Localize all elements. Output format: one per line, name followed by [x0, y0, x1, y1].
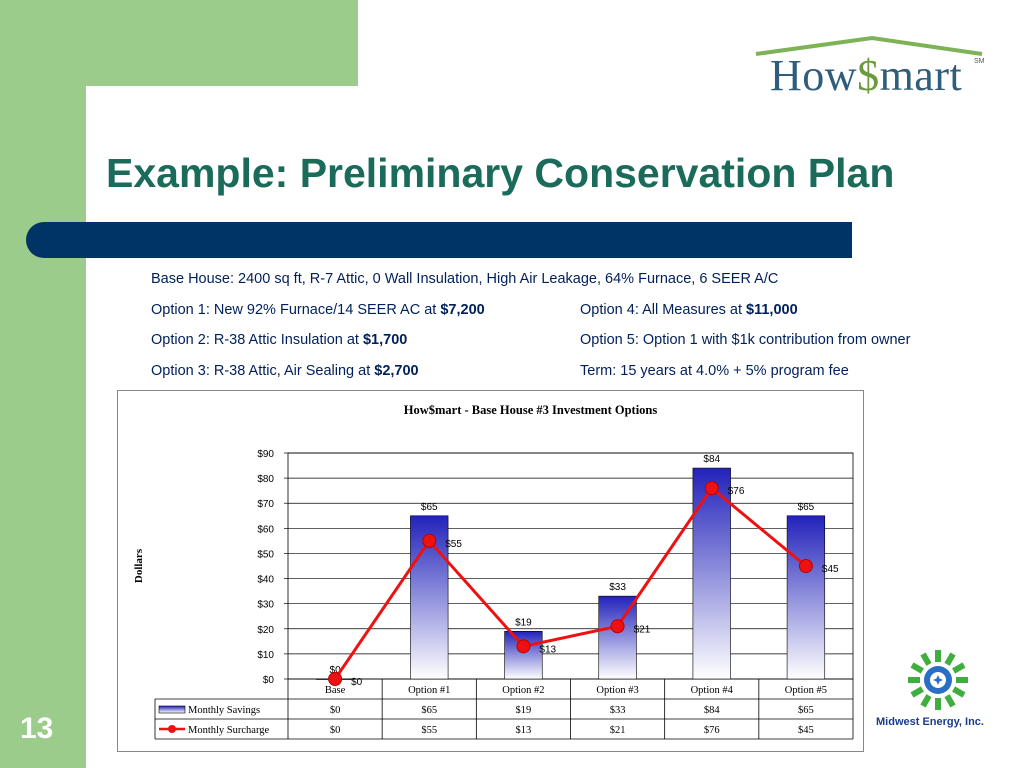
surcharge-point — [328, 672, 343, 686]
logo-wordmark: How$mart — [770, 51, 963, 100]
chart-container: How$mart - Base House #3 Investment Opti… — [117, 390, 864, 752]
surcharge-data-label: $55 — [445, 539, 462, 550]
y-tick-label: $50 — [257, 549, 274, 560]
surcharge-data-label: $0 — [351, 677, 363, 688]
top-band — [0, 0, 358, 86]
table-cell-surcharge: $21 — [610, 725, 626, 736]
slide-title: Example: Preliminary Conservation Plan — [106, 150, 895, 196]
sunburst-icon — [908, 650, 968, 710]
y-axis-label: Dollars — [133, 548, 145, 583]
savings-data-label: $84 — [703, 454, 720, 465]
surcharge-point — [704, 481, 719, 496]
option4-text: Option 4: All Measures at $11,000 — [580, 302, 798, 318]
legend-label-surcharge: Monthly Surcharge — [188, 725, 270, 736]
table-cell-surcharge: $0 — [330, 725, 341, 736]
y-tick-label: $30 — [257, 600, 274, 611]
y-tick-label: $10 — [257, 650, 274, 661]
option2-text: Option 2: R-38 Attic Insulation at $1,70… — [151, 332, 408, 348]
x-category-label: Option #5 — [785, 685, 827, 696]
savings-bar — [504, 630, 543, 680]
x-category-label: Base — [325, 685, 346, 696]
table-cell-savings: $65 — [421, 705, 437, 716]
savings-data-label: $65 — [798, 502, 815, 513]
content-corner — [86, 86, 206, 206]
chart-title: How$mart - Base House #3 Investment Opti… — [404, 403, 658, 417]
x-category-label: Option #4 — [691, 685, 734, 696]
y-tick-label: $20 — [257, 625, 274, 636]
surcharge-data-label: $21 — [634, 624, 651, 635]
logo-service-mark: SM — [974, 58, 985, 65]
y-tick-label: $80 — [257, 474, 274, 485]
x-category-label: Option #1 — [408, 685, 450, 696]
savings-bar — [692, 467, 731, 680]
y-tick-label: $0 — [263, 675, 275, 686]
surcharge-point — [610, 619, 625, 634]
savings-data-label: $0 — [330, 665, 342, 676]
table-cell-savings: $65 — [798, 705, 814, 716]
midwest-energy-logo: Midwest Energy, Inc. — [870, 648, 1010, 738]
x-category-label: Option #3 — [596, 685, 638, 696]
option1-text: Option 1: New 92% Furnace/14 SEER AC at … — [151, 302, 485, 318]
surcharge-data-label: $45 — [822, 564, 839, 575]
y-tick-label: $40 — [257, 575, 274, 586]
howsmart-logo: How$mart SM — [752, 32, 992, 102]
y-tick-label: $70 — [257, 499, 274, 510]
savings-data-label: $65 — [421, 502, 438, 513]
surcharge-data-label: $13 — [539, 644, 556, 655]
legend-key-surcharge-point — [168, 725, 176, 733]
base-house-text: Base House: 2400 sq ft, R-7 Attic, 0 Wal… — [151, 271, 779, 287]
table-cell-surcharge: $13 — [516, 725, 532, 736]
table-cell-savings: $0 — [330, 705, 341, 716]
table-cell-savings: $19 — [516, 705, 532, 716]
plot-area — [287, 452, 854, 680]
y-tick-label: $90 — [257, 449, 274, 460]
table-cell-savings: $84 — [704, 705, 721, 716]
surcharge-point — [422, 533, 437, 548]
y-tick-label: $60 — [257, 524, 274, 535]
option5-text: Option 5: Option 1 with $1k contribution… — [580, 332, 911, 348]
investment-chart: How$mart - Base House #3 Investment Opti… — [133, 403, 854, 740]
x-category-label: Option #2 — [502, 685, 544, 696]
savings-data-label: $19 — [515, 617, 532, 628]
table-cell-savings: $33 — [610, 705, 626, 716]
term-text: Term: 15 years at 4.0% + 5% program fee — [580, 363, 849, 379]
savings-data-label: $33 — [609, 582, 626, 593]
legend-key-savings — [158, 705, 186, 714]
side-rail — [0, 0, 86, 768]
roof-icon — [755, 35, 983, 56]
savings-bar — [786, 515, 826, 680]
table-cell-surcharge: $76 — [704, 725, 720, 736]
surcharge-line — [333, 485, 807, 680]
table-cell-surcharge: $55 — [421, 725, 437, 736]
table-cell-surcharge: $45 — [798, 725, 814, 736]
page-number: 13 — [20, 712, 54, 745]
option3-text: Option 3: R-38 Attic, Air Sealing at $2,… — [151, 363, 419, 379]
legend-label-savings: Monthly Savings — [188, 705, 260, 716]
title-underline-bar — [26, 222, 852, 258]
surcharge-point — [516, 639, 531, 654]
midwest-energy-name: Midwest Energy, Inc. — [876, 716, 984, 728]
surcharge-data-label: $76 — [728, 486, 745, 497]
surcharge-point — [798, 559, 813, 573]
